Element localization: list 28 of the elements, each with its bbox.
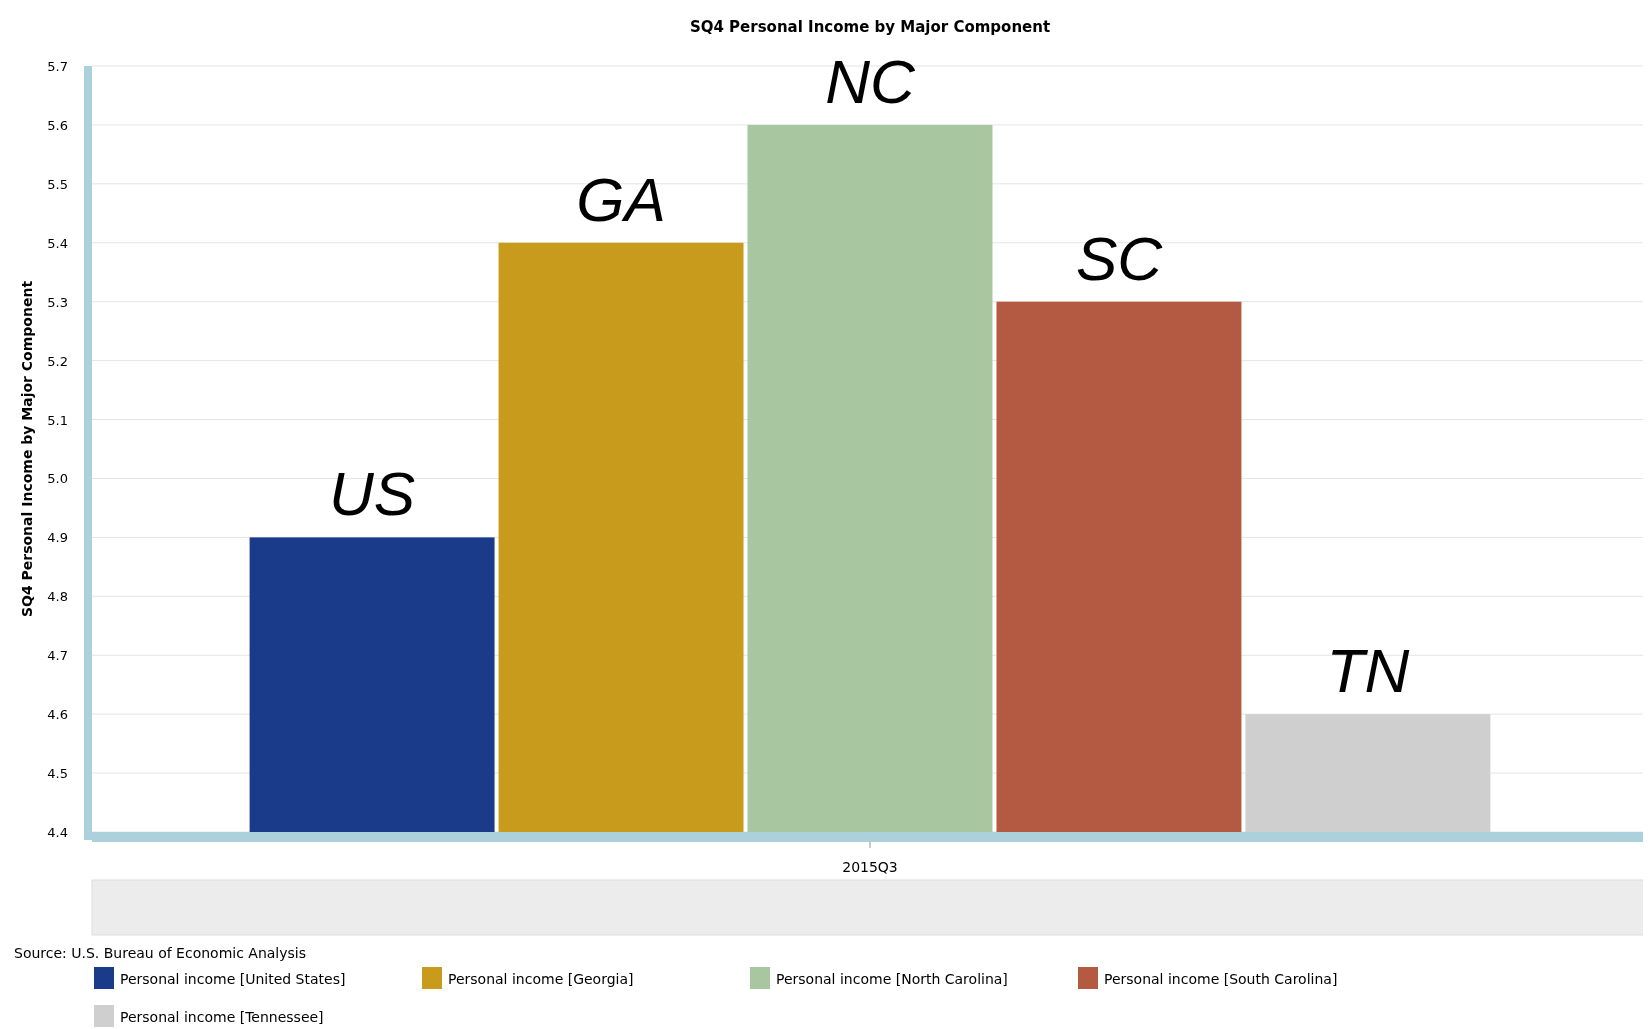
y-tick-label: 4.6 <box>47 707 68 723</box>
annotation: US <box>329 459 416 529</box>
annotation: TN <box>1326 636 1410 706</box>
y-tick-label: 5.7 <box>47 59 68 74</box>
legend-label: Personal income [North Carolina] <box>776 971 1008 987</box>
y-tick-label: 5.6 <box>47 117 68 133</box>
y-tick-label: 5.4 <box>47 235 68 251</box>
y-tick-label: 4.8 <box>47 589 68 605</box>
chart-title: SQ4 Personal Income by Major Component <box>689 18 1051 36</box>
annotation: NC <box>825 46 916 116</box>
y-tick-label: 4.9 <box>47 530 68 546</box>
y-tick-label: 5.5 <box>47 176 68 192</box>
y-tick-label: 4.5 <box>47 766 68 782</box>
legend-label: Personal income [Tennessee] <box>120 1009 324 1025</box>
y-tick-label: 5.2 <box>47 353 68 369</box>
annotation: SC <box>1075 223 1164 293</box>
legend-label: Personal income [Georgia] <box>448 971 634 987</box>
annotation: GA <box>576 164 666 234</box>
y-tick-label: 5.0 <box>47 471 68 487</box>
x-tick-label: 2015Q3 <box>842 859 898 875</box>
source-note: Source: U.S. Bureau of Economic Analysis <box>14 945 307 961</box>
y-tick-label: 5.1 <box>47 412 68 428</box>
y-tick-label: 5.3 <box>47 294 68 310</box>
legend-label: Personal income [South Carolina] <box>1104 971 1338 987</box>
legend-label: Personal income [United States] <box>120 971 346 987</box>
y-axis-title: SQ4 Personal Income by Major Component <box>19 280 35 618</box>
y-tick-label: 4.4 <box>47 825 68 840</box>
y-tick-label: 4.7 <box>47 648 68 664</box>
